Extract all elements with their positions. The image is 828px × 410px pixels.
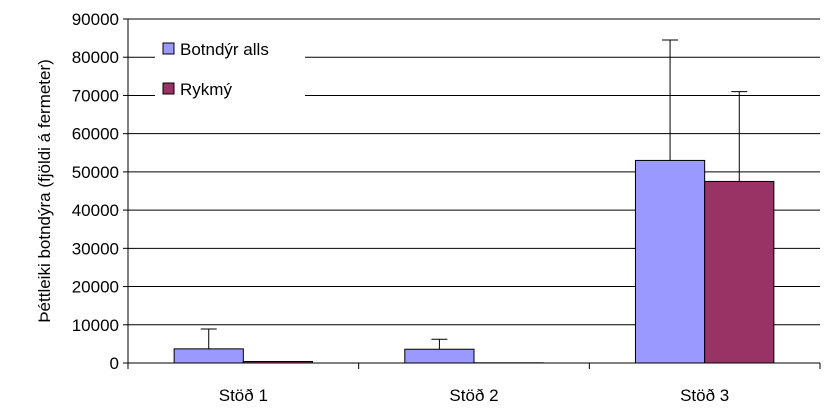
y-tick-label: 40000 bbox=[72, 201, 119, 220]
y-tick-label: 0 bbox=[110, 354, 119, 373]
x-tick-label: Stöð 3 bbox=[680, 386, 729, 405]
y-tick-label: 10000 bbox=[72, 316, 119, 335]
legend-swatch-botndyr bbox=[162, 42, 175, 55]
legend-swatch-rykmy bbox=[162, 82, 175, 95]
y-tick-label: 90000 bbox=[72, 10, 119, 29]
legend: Botndýr alls Rykmý bbox=[155, 30, 305, 112]
bar bbox=[173, 348, 244, 364]
y-tick-label: 30000 bbox=[72, 239, 119, 258]
error-bars bbox=[200, 39, 748, 350]
bar bbox=[704, 180, 775, 364]
x-tick-label: Stöð 2 bbox=[449, 386, 498, 405]
bar bbox=[634, 159, 706, 364]
y-tick-label: 20000 bbox=[72, 278, 119, 297]
y-tick-label: 70000 bbox=[72, 86, 119, 105]
legend-label-botndyr: Botndýr alls bbox=[180, 40, 269, 59]
legend-label-rykmy: Rykmý bbox=[180, 80, 232, 99]
y-tick-label: 50000 bbox=[72, 163, 119, 182]
bar bbox=[404, 348, 475, 364]
y-axis-title: Þéttleiki botndýra (fjöldi á fermeter) bbox=[35, 59, 54, 323]
bars bbox=[173, 159, 775, 364]
x-tick-label: Stöð 1 bbox=[219, 386, 268, 405]
y-tick-label: 80000 bbox=[72, 48, 119, 67]
x-ticks: Stöð 1 Stöð 2 Stöð 3 bbox=[127, 363, 821, 405]
y-tick-label: 60000 bbox=[72, 125, 119, 144]
legend-background bbox=[155, 30, 305, 112]
axes bbox=[127, 19, 820, 364]
y-ticks: 0 10000 20000 30000 40000 50000 60000 70000 8000… bbox=[72, 10, 128, 373]
